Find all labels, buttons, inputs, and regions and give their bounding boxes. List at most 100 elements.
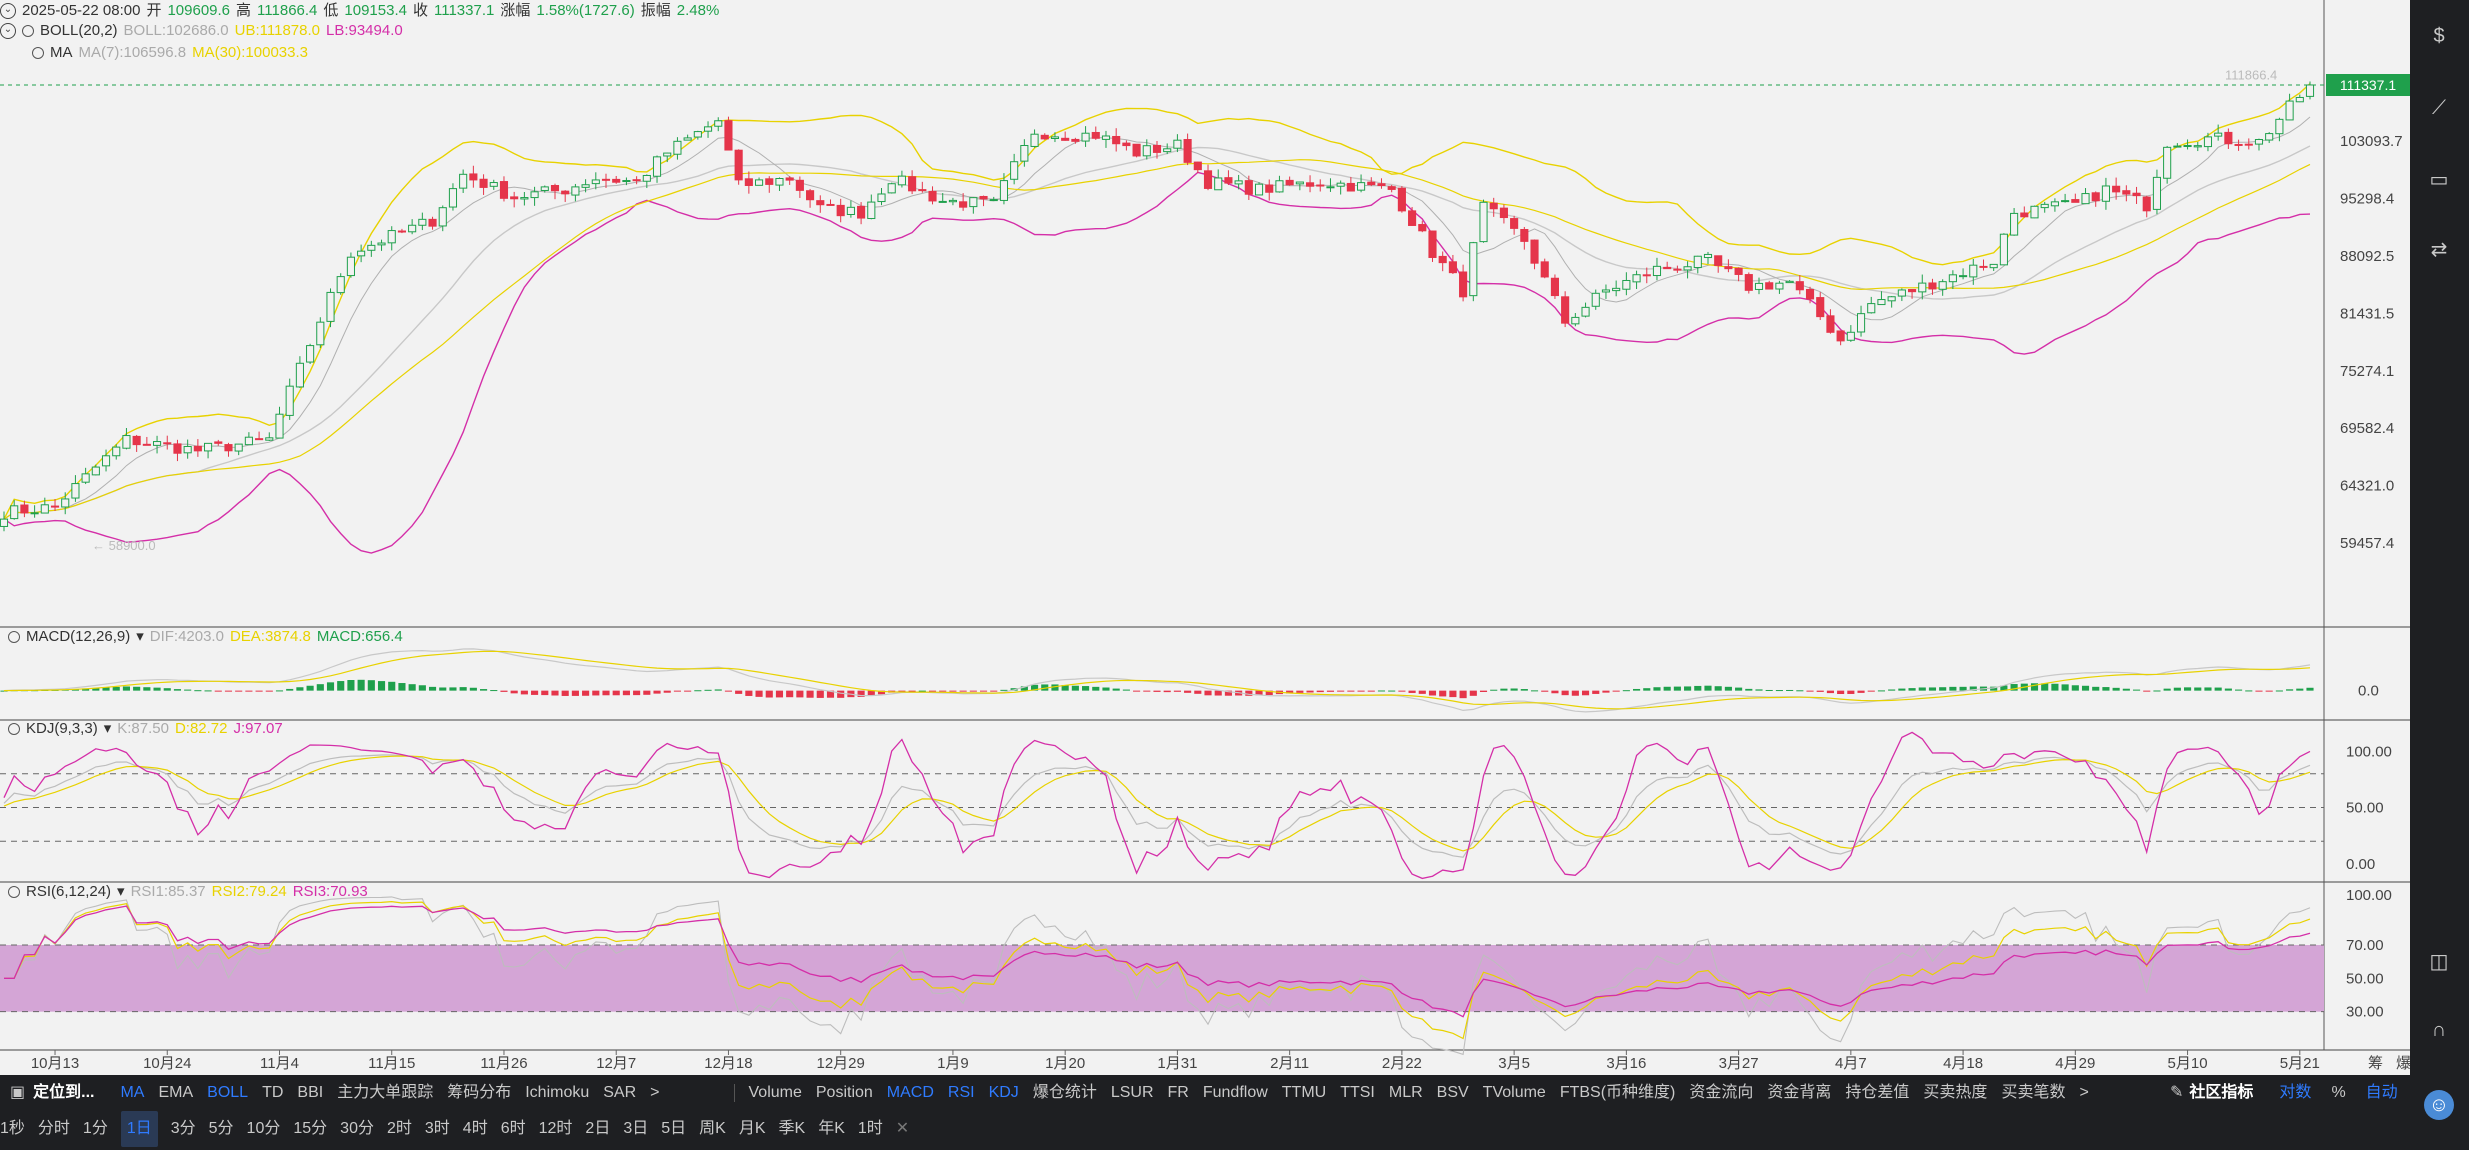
timeframe-11[interactable]: 4时 — [462, 1120, 488, 1137]
low-marker: ← 58900.0 — [92, 538, 156, 553]
candle-body — [101, 455, 111, 467]
bell-icon[interactable] — [8, 723, 20, 736]
sub-indicator-15[interactable]: 资金流向 — [1689, 1084, 1754, 1101]
timeframe-18[interactable]: 月K — [738, 1120, 766, 1137]
candle-body — [1979, 265, 1988, 268]
sub-indicator-13[interactable]: TVolume — [1482, 1084, 1546, 1101]
bell-icon[interactable] — [22, 25, 34, 38]
layout-icon[interactable]: ◫ — [2429, 951, 2449, 973]
overlay-indicator-6[interactable]: 筹码分布 — [447, 1084, 512, 1101]
sub-indicator-17[interactable]: 持仓差值 — [1845, 1084, 1910, 1101]
timeframe-9[interactable]: 2时 — [386, 1120, 412, 1137]
chevron-down-icon[interactable]: ▾ — [103, 720, 112, 737]
sub-indicator-8[interactable]: Fundflow — [1202, 1084, 1268, 1101]
timeframe-5[interactable]: 5分 — [208, 1120, 234, 1137]
timeframe-16[interactable]: 5日 — [661, 1120, 687, 1137]
percent-toggle[interactable]: % — [2331, 1084, 2346, 1101]
macd-hist-bar — [2051, 683, 2059, 691]
candle-body — [561, 190, 570, 195]
macd-hist-bar — [1571, 690, 1579, 696]
overlay-indicator-4[interactable]: BBI — [297, 1084, 324, 1101]
locate-button[interactable]: 定位到... — [33, 1084, 95, 1101]
timeframe-0[interactable]: 1秒 — [0, 1120, 25, 1137]
timeframe-4[interactable]: 3分 — [170, 1120, 196, 1137]
timeframe-10[interactable]: 3时 — [424, 1120, 450, 1137]
sub-indicator-4[interactable]: KDJ — [988, 1084, 1019, 1101]
log-scale-toggle[interactable]: 对数 — [2279, 1084, 2312, 1101]
macd-hist-bar — [245, 690, 253, 692]
headset-icon[interactable]: ∩ — [2431, 1019, 2447, 1041]
timeframe-6[interactable]: 10分 — [246, 1120, 281, 1137]
timeframe-3[interactable]: 1日 — [120, 1111, 158, 1147]
timeframe-19[interactable]: 季K — [778, 1120, 806, 1137]
header-amp: 2.48% — [676, 2, 720, 19]
bell-icon[interactable] — [32, 47, 44, 60]
sub-indicator-18[interactable]: 买卖热度 — [1923, 1084, 1988, 1101]
sub-indicator-9[interactable]: TTMU — [1281, 1084, 1327, 1101]
sub-indicator-10[interactable]: TTSI — [1340, 1084, 1375, 1101]
bell-icon[interactable] — [8, 631, 20, 644]
chevron-down-icon[interactable]: ▾ — [136, 628, 144, 645]
timeframe-21[interactable]: 1时 — [857, 1120, 883, 1137]
more-overlays-icon[interactable]: > — [650, 1084, 660, 1101]
trend-chart-icon[interactable]: ⟋ — [2432, 97, 2446, 119]
sub-indicator-2[interactable]: MACD — [886, 1084, 934, 1101]
locate-icon[interactable]: ▣ — [10, 1084, 26, 1101]
overlay-indicator-1[interactable]: EMA — [158, 1084, 194, 1101]
sub-indicator-3[interactable]: RSI — [947, 1084, 975, 1101]
collapse-icon[interactable]: ⌄ — [0, 23, 16, 40]
auto-scale-toggle[interactable]: 自动 — [2365, 1084, 2398, 1101]
dollar-icon[interactable]: $ — [2433, 25, 2445, 47]
candle-body — [581, 184, 590, 188]
candle-body — [1969, 264, 1978, 278]
timeframe-7[interactable]: 15分 — [293, 1120, 328, 1137]
timeframe-2[interactable]: 1分 — [82, 1120, 108, 1137]
sub-indicator-16[interactable]: 资金背离 — [1767, 1084, 1832, 1101]
x-tick-label: 11月15 — [368, 1055, 415, 1072]
timeframe-8[interactable]: 30分 — [340, 1120, 374, 1137]
timeframe-1[interactable]: 分时 — [37, 1120, 70, 1137]
macd-hist-bar — [561, 690, 569, 696]
overlay-indicator-5[interactable]: 主力大单跟踪 — [337, 1084, 434, 1101]
bell-icon[interactable] — [8, 886, 20, 899]
candle-body — [2224, 131, 2233, 145]
sub-indicator-1[interactable]: Position — [815, 1084, 873, 1101]
timeframe-15[interactable]: 3日 — [623, 1120, 649, 1137]
assistant-avatar-icon[interactable]: ☺ — [2424, 1090, 2454, 1120]
swap-icon[interactable]: ⇄ — [2430, 239, 2448, 261]
candle-body — [275, 413, 284, 439]
sub-indicator-7[interactable]: FR — [1167, 1084, 1189, 1101]
sub-indicator-6[interactable]: LSUR — [1110, 1084, 1154, 1101]
timeframe-14[interactable]: 2日 — [585, 1120, 611, 1137]
chevron-down-icon[interactable]: ▾ — [117, 883, 125, 900]
overlay-indicator-2[interactable]: BOLL — [207, 1084, 249, 1101]
overlay-indicator-7[interactable]: Ichimoku — [525, 1084, 590, 1101]
timeframe-13[interactable]: 12时 — [538, 1120, 573, 1137]
timeframe-20[interactable]: 年K — [818, 1120, 845, 1137]
more-indicators-icon[interactable]: > — [2079, 1084, 2089, 1101]
macd-hist-bar — [2265, 690, 2273, 692]
kline-chart[interactable]: 111866.4 ← 58900.0 103093.7 95298.4 88092.5 8… — [0, 0, 2410, 1075]
macd-hist-bar — [2296, 688, 2304, 691]
sub-indicator-11[interactable]: MLR — [1388, 1084, 1423, 1101]
timeframe-17[interactable]: 周K — [699, 1120, 726, 1137]
macd-hist-bar — [1847, 690, 1855, 694]
overlay-indicator-8[interactable]: SAR — [603, 1084, 637, 1101]
candle-body — [1908, 289, 1917, 293]
rsi3-line — [4, 905, 2311, 1018]
overlay-indicator-0[interactable]: MA — [120, 1084, 145, 1101]
divider — [733, 1083, 735, 1102]
chart-area[interactable]: 111866.4 ← 58900.0 103093.7 95298.4 88092.5 8… — [0, 0, 2410, 1075]
screen-icon[interactable]: ▭ — [2429, 169, 2449, 191]
sub-indicator-14[interactable]: FTBS(币种维度) — [1559, 1084, 1676, 1101]
close-icon[interactable]: ✕ — [895, 1120, 910, 1137]
sub-indicator-19[interactable]: 买卖笔数 — [2001, 1084, 2066, 1101]
overlay-indicator-3[interactable]: TD — [262, 1084, 284, 1101]
sub-indicator-12[interactable]: BSV — [1436, 1084, 1469, 1101]
collapse-icon[interactable]: ⌄ — [0, 3, 16, 20]
sub-indicator-5[interactable]: 爆仓统计 — [1032, 1084, 1097, 1101]
sub-indicator-0[interactable]: Volume — [748, 1084, 802, 1101]
community-indicator-button[interactable]: 社区指标 — [2189, 1084, 2254, 1101]
timeframe-12[interactable]: 6时 — [500, 1120, 526, 1137]
edit-icon[interactable]: ✎ — [2170, 1084, 2184, 1101]
